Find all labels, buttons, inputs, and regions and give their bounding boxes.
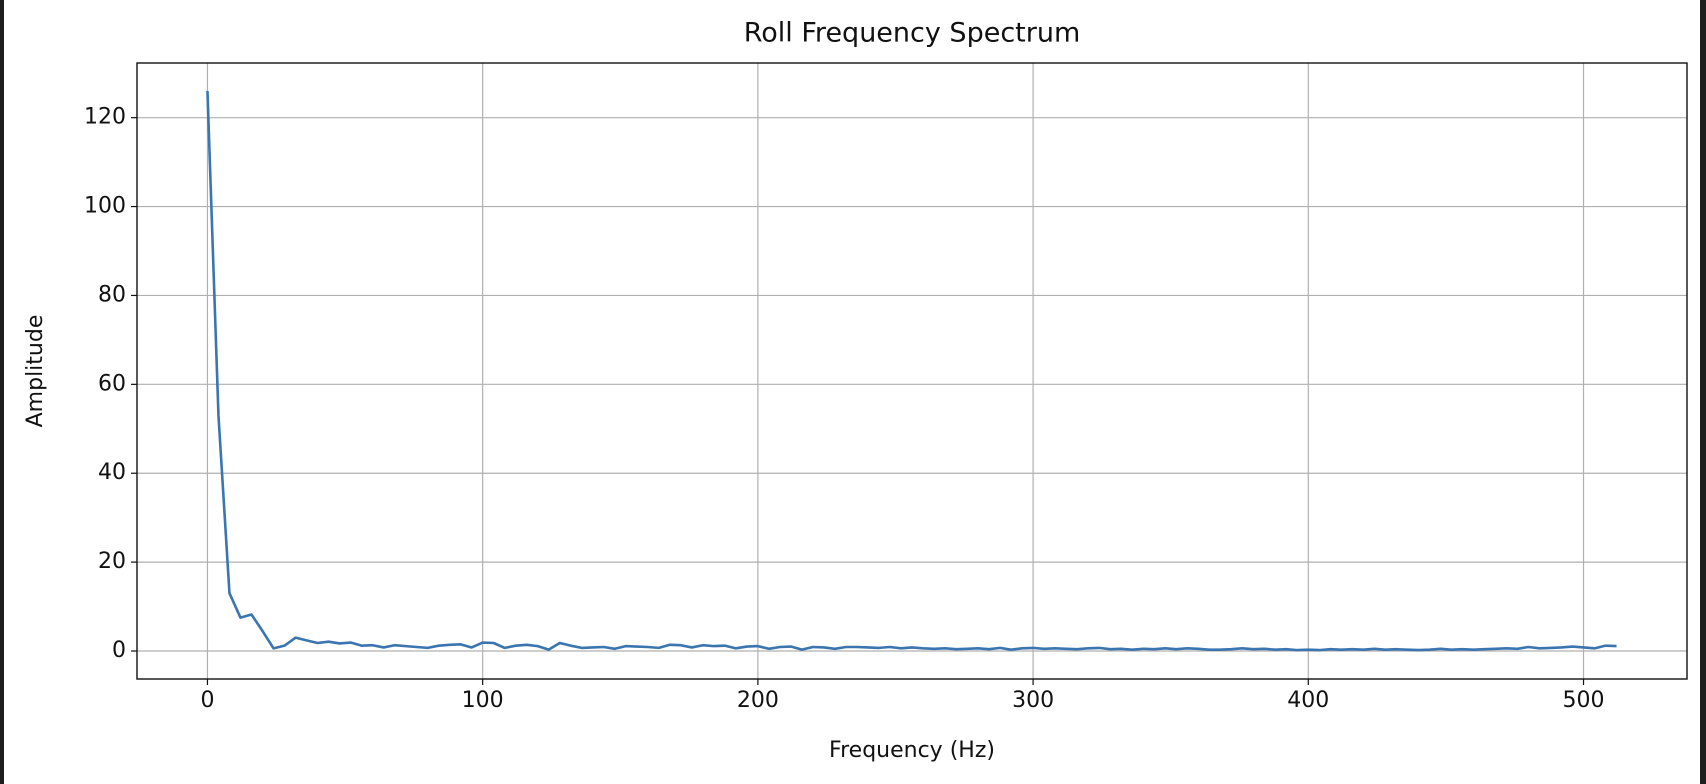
canvas: [4, 0, 1700, 784]
x-tick-label: 0: [200, 688, 214, 713]
y-tick-label: 40: [98, 460, 126, 485]
y-axis-label: Amplitude: [23, 315, 48, 428]
y-tick-label: 60: [98, 371, 126, 396]
y-tick-label: 100: [84, 194, 126, 219]
y-tick-label: 20: [98, 549, 126, 574]
x-axis-label: Frequency (Hz): [829, 738, 995, 763]
x-tick-label: 100: [462, 688, 504, 713]
y-tick-label: 0: [112, 638, 126, 663]
x-tick-label: 400: [1287, 688, 1329, 713]
data-line: [206, 90, 1617, 652]
y-tick-label: 80: [98, 282, 126, 307]
chart-title: Roll Frequency Spectrum: [744, 18, 1081, 49]
x-tick-label: 200: [737, 688, 779, 713]
plot-frame: [136, 62, 1688, 680]
x-tick-label: 500: [1563, 688, 1605, 713]
x-tick-label: 300: [1012, 688, 1054, 713]
y-tick-label: 120: [84, 105, 126, 130]
